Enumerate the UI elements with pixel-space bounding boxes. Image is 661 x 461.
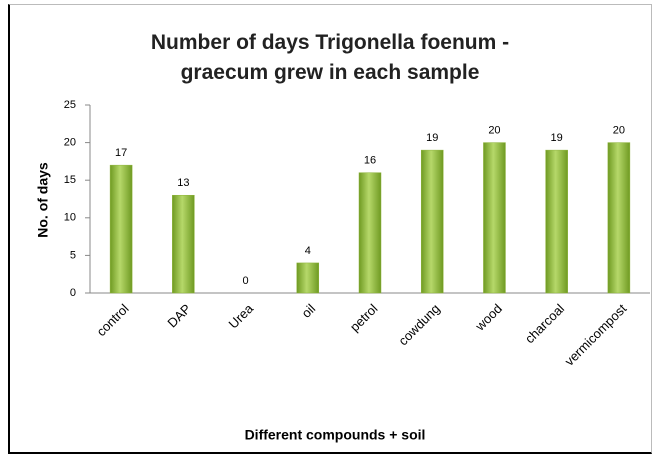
y-tick-label: 10: [64, 212, 76, 224]
data-label: 20: [488, 125, 500, 137]
x-tick-label: charcoal: [522, 301, 567, 346]
bar: [545, 149, 568, 294]
bar: [483, 142, 506, 294]
data-label: 19: [551, 132, 563, 144]
x-tick-label: oil: [299, 301, 319, 321]
data-label: 0: [242, 275, 248, 287]
data-label: 16: [364, 155, 376, 167]
x-tick-label: control: [93, 301, 131, 339]
bar: [420, 149, 444, 294]
data-label: 19: [426, 132, 438, 144]
y-axis-label: No. of days: [35, 162, 51, 238]
x-tick-label: vermicompost: [562, 301, 630, 369]
data-label: 4: [305, 245, 311, 257]
y-tick-label: 20: [64, 137, 76, 149]
data-label: 20: [613, 125, 625, 137]
data-label: 17: [115, 147, 127, 159]
chart-frame: [8, 4, 652, 454]
x-tick-label: Urea: [226, 300, 257, 331]
bar: [607, 142, 631, 294]
y-tick-label: 0: [70, 287, 76, 299]
chart-title: Number of days Trigonella foenum - graec…: [150, 31, 510, 84]
bar: [358, 172, 382, 294]
x-tick-label: wood: [472, 301, 505, 334]
y-tick-label: 25: [64, 99, 76, 111]
y-tick-label: 15: [64, 174, 76, 186]
y-tick-label: 5: [70, 249, 76, 261]
bar: [172, 194, 195, 294]
x-tick-label: DAP: [164, 301, 194, 331]
data-label: 13: [177, 177, 189, 189]
x-tick-label: cowdung: [395, 301, 442, 348]
bar: [296, 262, 320, 294]
x-axis-label: Different compounds + soil: [245, 427, 426, 443]
x-tick-label: petrol: [347, 301, 381, 335]
bar: [109, 164, 133, 294]
